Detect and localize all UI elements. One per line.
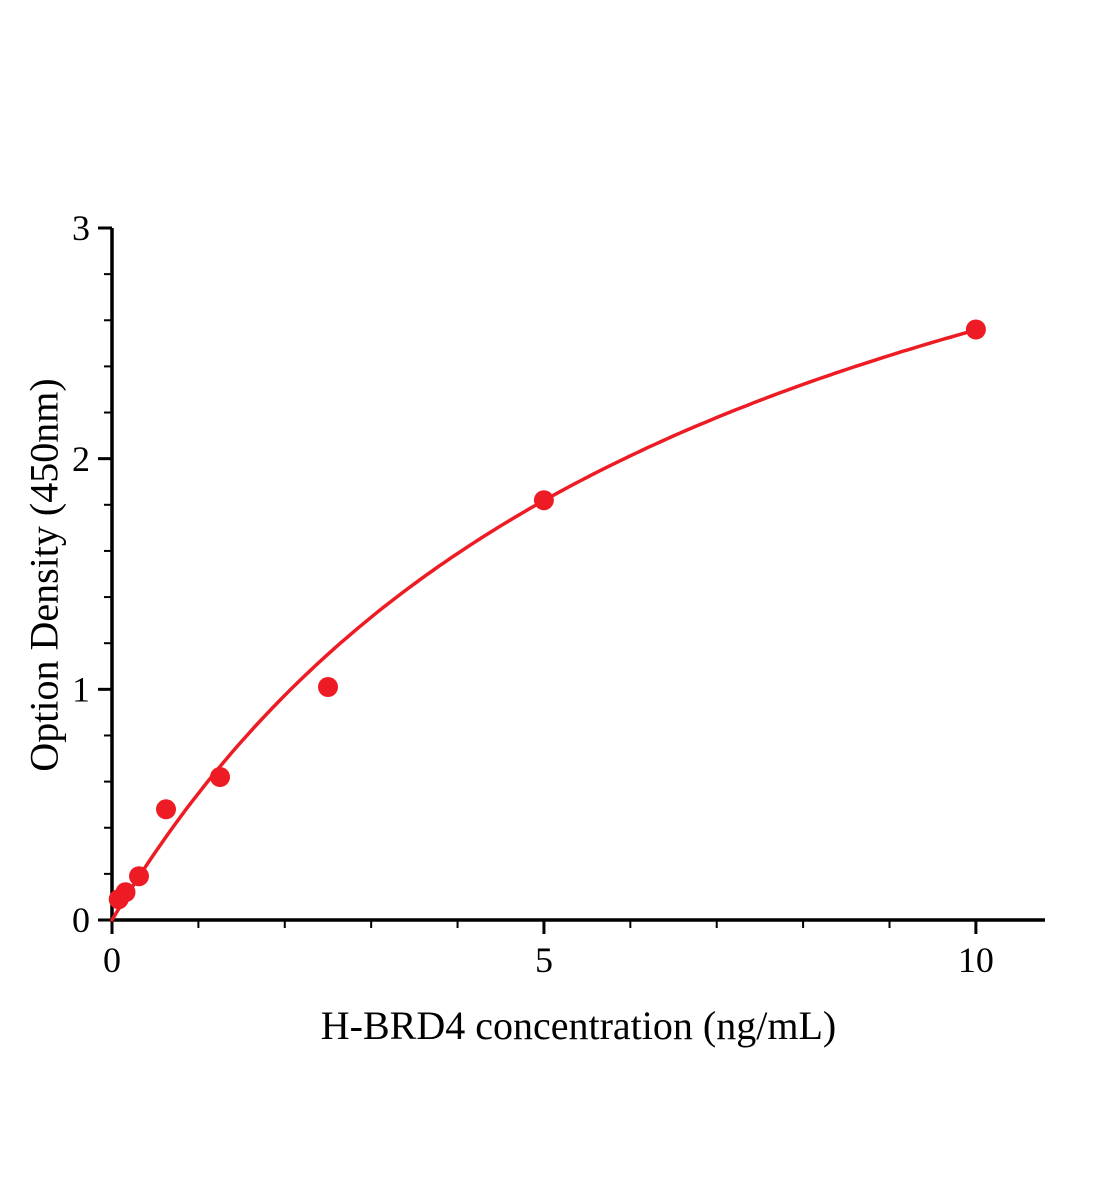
data-point — [965, 319, 986, 340]
x-axis-title: H-BRD4 concentration (ng/mL) — [320, 1003, 837, 1048]
y-tick-label: 3 — [72, 208, 90, 248]
y-tick-label: 1 — [72, 670, 90, 710]
data-point — [210, 767, 230, 787]
x-tick-label: 5 — [535, 940, 553, 980]
y-axis-title: Option Density (450nm) — [21, 378, 67, 772]
y-tick-label: 2 — [72, 439, 90, 479]
x-tick-label: 10 — [958, 940, 994, 980]
fit-curve-line — [110, 328, 978, 922]
x-tick-label: 0 — [103, 940, 121, 980]
data-point — [156, 799, 176, 820]
data-point — [115, 882, 136, 903]
data-point — [533, 490, 554, 511]
y-tick-label: 0 — [72, 900, 90, 940]
data-point — [318, 677, 338, 697]
data-point — [129, 866, 149, 887]
